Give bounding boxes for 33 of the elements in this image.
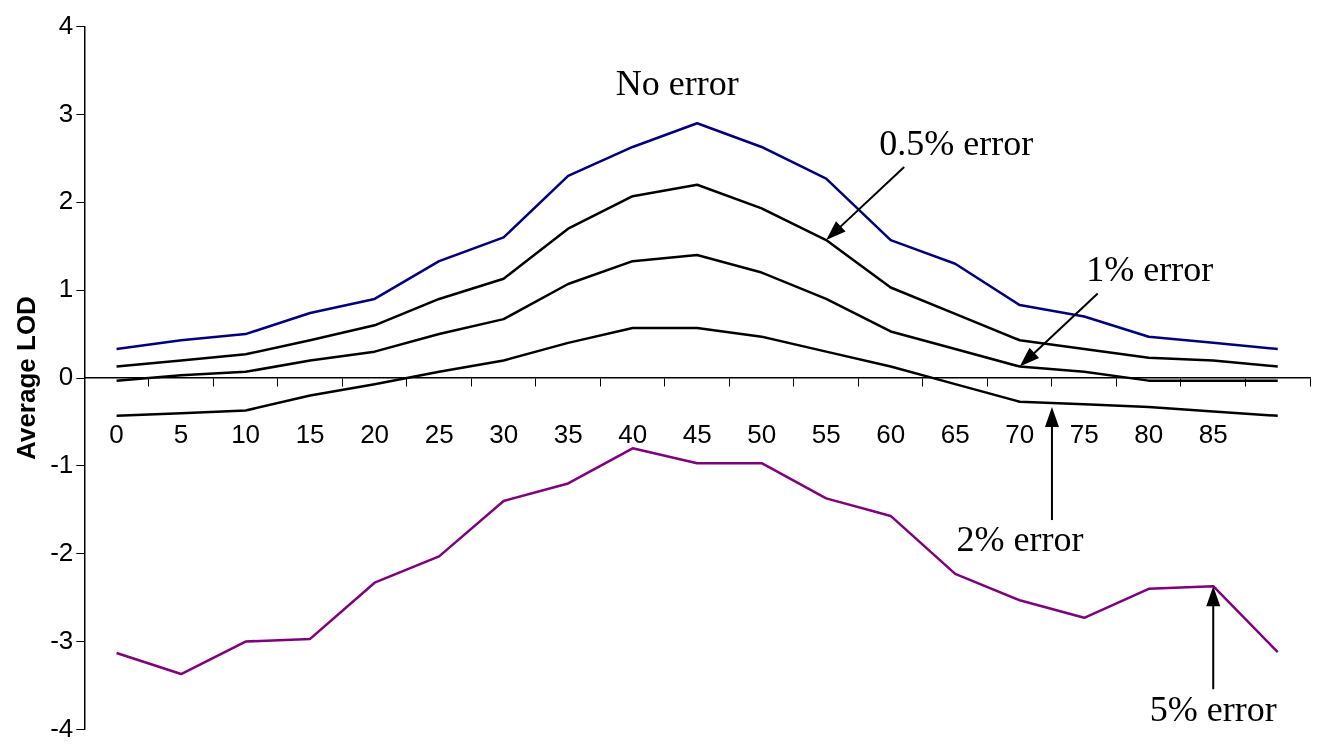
annotation: No error bbox=[615, 62, 739, 103]
y-tick-label: -3 bbox=[50, 624, 74, 655]
x-tick-label: 0 bbox=[109, 418, 124, 449]
y-tick-label: 1 bbox=[58, 273, 74, 304]
x-tick-label: 25 bbox=[424, 418, 454, 449]
x-tick-label: 40 bbox=[618, 418, 648, 449]
x-tick-label: 80 bbox=[1134, 418, 1164, 449]
y-tick-label: 4 bbox=[58, 9, 74, 40]
x-tick-label: 75 bbox=[1069, 418, 1099, 449]
x-tick-label: 35 bbox=[553, 418, 583, 449]
x-tick-label: 15 bbox=[295, 418, 325, 449]
x-tick-label: 60 bbox=[876, 418, 906, 449]
x-tick-label: 70 bbox=[1005, 418, 1035, 449]
x-tick-label: 20 bbox=[360, 418, 390, 449]
x-tick-label: 5 bbox=[173, 418, 189, 449]
x-tick-label: 55 bbox=[811, 418, 841, 449]
y-tick-label: -2 bbox=[50, 536, 74, 567]
x-tick-label: 85 bbox=[1198, 418, 1228, 449]
y-tick-label: 3 bbox=[58, 97, 74, 128]
y-axis-title: Average LOD bbox=[10, 296, 41, 460]
annotation: 5% error bbox=[1149, 688, 1277, 729]
annotation: 0.5% error bbox=[879, 122, 1034, 163]
y-tick-label: 2 bbox=[58, 185, 74, 216]
x-tick-label: 30 bbox=[489, 418, 519, 449]
y-tick-label: 0 bbox=[58, 361, 74, 392]
y-tick-label: -4 bbox=[50, 712, 74, 743]
y-tick-label: -1 bbox=[50, 449, 74, 480]
x-tick-label: 50 bbox=[747, 418, 777, 449]
x-tick-label: 65 bbox=[940, 418, 970, 449]
x-tick-label: 10 bbox=[231, 418, 261, 449]
x-tick-label: 45 bbox=[682, 418, 712, 449]
annotation: 2% error bbox=[956, 519, 1084, 560]
annotation: 1% error bbox=[1086, 249, 1214, 290]
